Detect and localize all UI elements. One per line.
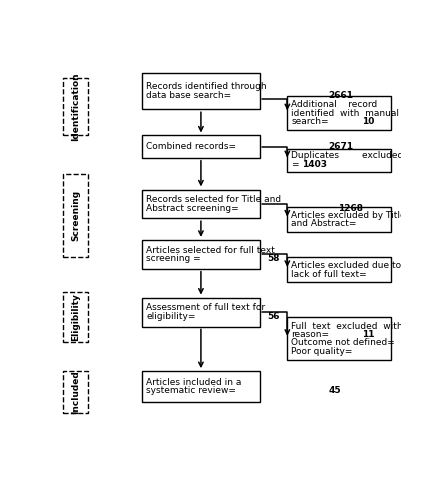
- Text: Additional    record: Additional record: [292, 100, 378, 109]
- Bar: [142, 371, 260, 402]
- Text: Assessment of full text for: Assessment of full text for: [146, 304, 265, 312]
- Text: lack of full text=: lack of full text=: [292, 270, 370, 278]
- Text: Abstract screening=: Abstract screening=: [146, 204, 239, 212]
- Text: 1403: 1403: [301, 160, 326, 169]
- Text: screening =: screening =: [146, 254, 204, 263]
- Text: 2671: 2671: [328, 142, 353, 151]
- Bar: [287, 207, 391, 232]
- Text: Articles included in a: Articles included in a: [146, 378, 242, 386]
- Text: 56: 56: [268, 312, 280, 321]
- Bar: [287, 258, 391, 282]
- Text: identified  with  manual: identified with manual: [292, 108, 400, 118]
- Text: 1268: 1268: [339, 204, 363, 212]
- Bar: [142, 298, 260, 326]
- Text: 10: 10: [362, 117, 375, 126]
- Text: and Abstract=: and Abstract=: [292, 219, 357, 228]
- Bar: [63, 292, 88, 342]
- Text: Articles excluded by Title: Articles excluded by Title: [292, 210, 406, 220]
- Text: 11: 11: [362, 330, 375, 339]
- Bar: [63, 174, 88, 256]
- Text: Eligibility: Eligibility: [71, 293, 80, 341]
- Text: 2661: 2661: [328, 90, 353, 100]
- Bar: [287, 148, 391, 172]
- Text: data base search=: data base search=: [146, 90, 234, 100]
- Bar: [287, 96, 391, 130]
- Text: 6: 6: [433, 347, 439, 356]
- Text: Records identified through: Records identified through: [146, 82, 267, 91]
- Text: 1210: 1210: [423, 219, 446, 228]
- Text: Articles excluded due to: Articles excluded due to: [292, 261, 401, 270]
- Text: reason=: reason=: [292, 330, 330, 339]
- Text: 58: 58: [268, 254, 280, 263]
- Bar: [142, 240, 260, 269]
- Text: Records selected for Title and: Records selected for Title and: [146, 196, 281, 204]
- Text: Articles selected for full text: Articles selected for full text: [146, 246, 275, 254]
- Text: Full  text  excluded  with: Full text excluded with: [292, 322, 403, 330]
- Text: Poor quality=: Poor quality=: [292, 347, 356, 356]
- Text: systematic review=: systematic review=: [146, 386, 236, 395]
- Text: Included: Included: [71, 370, 80, 414]
- Text: Combined records=: Combined records=: [146, 142, 239, 151]
- Bar: [142, 72, 260, 109]
- Text: eligibility=: eligibility=: [146, 312, 196, 321]
- Bar: [63, 371, 88, 412]
- Text: Outcome not defined=: Outcome not defined=: [292, 338, 395, 347]
- Bar: [63, 78, 88, 134]
- Text: 45: 45: [328, 386, 341, 395]
- Text: Identification: Identification: [71, 72, 80, 140]
- Text: search=: search=: [292, 117, 329, 126]
- Bar: [142, 190, 260, 218]
- Text: =: =: [292, 160, 299, 169]
- Bar: [287, 317, 391, 360]
- Text: Duplicates        excluded: Duplicates excluded: [292, 152, 404, 160]
- Bar: [142, 136, 260, 158]
- Text: Screening: Screening: [71, 190, 80, 241]
